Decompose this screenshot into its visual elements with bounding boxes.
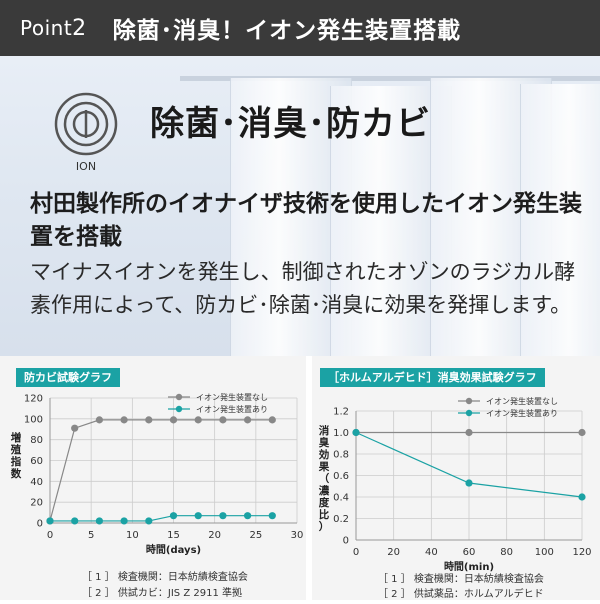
- page-title: 除菌･消臭！イオン発生装置搭載: [112, 18, 462, 44]
- legend-label: イオン発生装置あり: [196, 404, 268, 414]
- x-tick-label: 30: [291, 530, 304, 541]
- data-point: [95, 416, 103, 424]
- data-point: [46, 517, 54, 525]
- y-tick-label: 0.2: [333, 514, 349, 525]
- chart-note: ［ 2 ］ 供試カビ：JIS Z 2911 準拠: [82, 588, 242, 599]
- hero-subtitle: 除菌･消臭･防カビ: [150, 104, 431, 144]
- y-tick-label: 0: [37, 519, 43, 530]
- data-point: [95, 517, 103, 525]
- y-tick-label: 0: [343, 536, 349, 547]
- y-axis-label: 消臭効果（濃度比）: [318, 424, 330, 533]
- data-point: [465, 479, 473, 487]
- data-point: [71, 517, 79, 525]
- y-tick-label: 0.6: [333, 471, 349, 482]
- x-tick-label: 60: [463, 547, 476, 558]
- x-tick-label: 0: [47, 530, 53, 541]
- data-point: [219, 512, 227, 520]
- data-point: [71, 424, 79, 432]
- series-line: [50, 515, 273, 522]
- x-tick-label: 100: [535, 547, 554, 558]
- x-tick-label: 25: [249, 530, 262, 541]
- legend-label: イオン発生装置あり: [486, 408, 558, 418]
- x-tick-label: 80: [500, 547, 513, 558]
- y-tick-label: 0.8: [333, 450, 349, 461]
- chart-note: ［ 1 ］ 検査機関：日本紡績検査協会: [378, 574, 544, 585]
- data-point: [169, 512, 178, 520]
- y-tick-label: 80: [30, 435, 43, 446]
- data-point: [578, 428, 586, 437]
- data-point: [244, 512, 252, 520]
- chart-title-tag: ［ホルムアルデヒド］消臭効果試験グラフ: [320, 368, 545, 387]
- y-tick-label: 20: [30, 498, 43, 509]
- hero-lead: 村田製作所のイオナイザ技術を使用したイオン発生装置を搭載: [30, 191, 582, 250]
- x-tick-label: 120: [572, 547, 591, 558]
- y-tick-label: 1.0: [333, 428, 349, 439]
- header-bar: Point2 除菌･消臭！イオン発生装置搭載: [0, 0, 600, 56]
- x-tick-label: 5: [88, 530, 94, 541]
- legend-marker: [465, 397, 473, 405]
- y-tick-label: 60: [30, 456, 43, 467]
- shirt-illustration: [520, 84, 600, 356]
- legend-label: イオン発生装置なし: [486, 396, 558, 406]
- point-label: Point2: [20, 15, 87, 41]
- deodorize-chart-panel: ［ホルムアルデヒド］消臭効果試験グラフ 0 20 40 60 80 100 120 0 0.2 0…: [312, 356, 600, 600]
- mold-chart: 0 5 10 15 20 25 30 0 20 40 60 80 100 120 時間(days) 増殖指数 イ…: [10, 392, 304, 556]
- chart-note: ［ 1 ］ 検査機関：日本紡績検査協会: [82, 572, 248, 583]
- y-tick-label: 40: [30, 477, 43, 488]
- hero-body: マイナスイオンを発生し、制御されたオゾンのラジカル酵素作用によって、防カビ･除菌…: [30, 260, 576, 317]
- data-point: [145, 416, 153, 424]
- chart-title-tag: 防カビ試験グラフ: [16, 368, 120, 387]
- data-point: [120, 416, 128, 424]
- mold-chart-panel: 防カビ試験グラフ 0 5 10 15 20 25 30 0 20 40 60 80 100 120 時間(d…: [0, 356, 306, 600]
- x-axis-label: 時間(min): [444, 560, 494, 573]
- hanger-rod: [180, 76, 600, 81]
- legend-marker: [175, 393, 183, 401]
- hero-section: ION 除菌･消臭･防カビ 村田製作所のイオナイザ技術を使用したイオン発生装置を…: [0, 56, 600, 356]
- x-tick-label: 20: [208, 530, 221, 541]
- x-axis-label: 時間(days): [146, 543, 201, 556]
- x-tick-label: 0: [353, 547, 359, 558]
- data-point: [578, 493, 586, 501]
- data-point: [465, 428, 473, 437]
- x-tick-label: 10: [126, 530, 139, 541]
- legend-label: イオン発生装置なし: [196, 392, 268, 402]
- data-point: [219, 416, 227, 424]
- data-point: [268, 416, 276, 424]
- point-number: 2: [72, 15, 87, 41]
- data-point: [145, 517, 153, 525]
- data-point: [169, 416, 178, 424]
- data-point: [268, 512, 276, 520]
- legend-marker: [465, 409, 473, 417]
- deodorize-chart: 0 20 40 60 80 100 120 0 0.2 0.4 0.6 0.8 1.0 1.2 時間(min…: [318, 396, 592, 573]
- x-tick-label: 40: [425, 547, 438, 558]
- x-tick-label: 15: [167, 530, 180, 541]
- y-tick-label: 100: [24, 414, 43, 425]
- legend-marker: [175, 405, 183, 413]
- series-line: [49, 419, 273, 522]
- y-tick-label: 1.2: [333, 407, 349, 418]
- chart-note: ［ 2 ］ 供試薬品：ホルムアルデヒド: [378, 589, 544, 600]
- data-point: [352, 428, 360, 437]
- ion-icon: [54, 92, 118, 156]
- y-axis-label: 増殖指数: [10, 431, 22, 480]
- data-point: [194, 416, 202, 424]
- y-tick-label: 120: [24, 394, 43, 405]
- data-point: [120, 517, 128, 525]
- data-point: [194, 512, 202, 520]
- data-point: [244, 416, 252, 424]
- x-tick-label: 20: [387, 547, 400, 558]
- ion-label: ION: [75, 160, 97, 173]
- y-tick-label: 0.4: [333, 493, 349, 504]
